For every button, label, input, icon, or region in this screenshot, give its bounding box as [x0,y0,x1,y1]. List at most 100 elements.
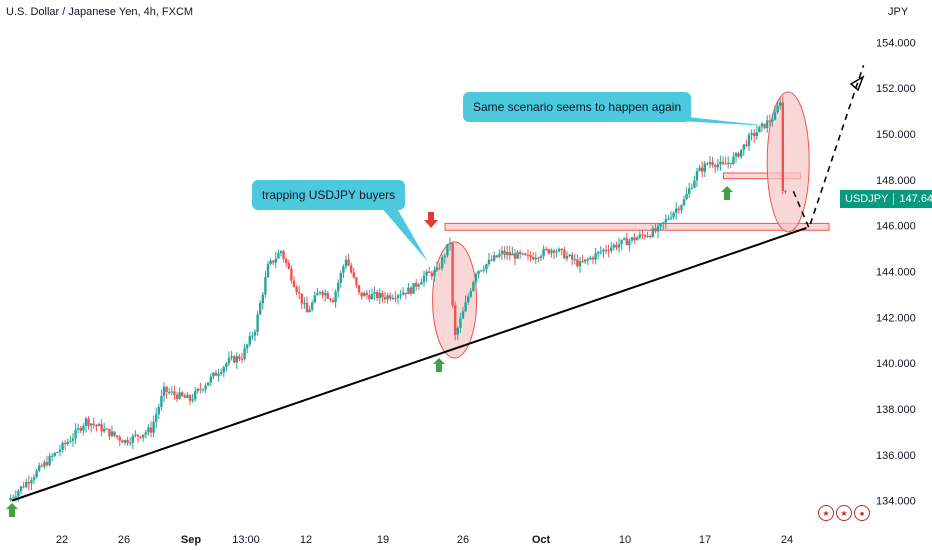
candle-body [22,486,25,488]
candle-body [66,441,69,445]
y-tick-label: 142.000 [876,312,916,324]
candle-body [170,391,173,393]
candle-body [300,293,303,304]
candle-body [737,153,740,157]
candle-body [456,327,459,335]
callout-trapping-buyers: trapping USDJPY buyers [252,180,406,210]
candle-body [311,302,314,310]
economic-events[interactable]: ★ ★ ● [818,505,870,521]
candle-body [724,163,727,165]
y-tick-label: 136.000 [876,450,916,462]
projection-path [792,65,865,231]
highlight-ellipse-1 [432,241,478,359]
x-tick-label: 17 [699,534,711,546]
candle-body [675,208,678,213]
candle-body [620,239,623,245]
candle-body [105,428,108,430]
candle-body [253,331,257,336]
x-tick-label: 26 [457,534,469,546]
candle-body [454,305,457,335]
candle-body [116,435,119,438]
candle-body [729,162,732,165]
us-flag-icon[interactable]: ★ [818,505,834,521]
candle-body [82,425,85,431]
candle-body [329,298,332,301]
candle-body [636,237,639,241]
candle-body [654,228,657,232]
candle-body [274,258,277,263]
candle-body [565,255,569,259]
candle-body [61,442,64,450]
candle-body [612,244,615,248]
currency-unit: JPY [888,6,909,18]
candle-body [48,456,51,466]
candle-body [100,424,103,432]
candle-body [144,432,147,435]
candle-body [633,237,636,241]
candle-body [290,268,293,281]
candle-body [175,394,179,399]
candle-body [779,102,782,106]
candle-body [147,427,150,433]
candle-body [298,292,301,294]
candle-body [344,259,348,267]
candle-body [399,294,402,296]
candle-body [204,385,207,390]
candle-body [643,235,647,237]
candle-body [35,470,38,478]
us-flag-icon[interactable]: ★ [836,505,852,521]
candle-body [461,311,465,319]
candle-body [77,428,80,430]
up-arrow-icon [721,186,733,200]
candle-body [285,258,288,264]
candle-body [45,462,49,466]
candle-body [394,297,397,299]
candle-body [568,254,571,256]
jp-flag-icon[interactable]: ● [854,505,870,521]
candle-body [734,153,738,157]
candle-body [438,267,441,269]
x-tick-label: 26 [118,534,130,546]
candle-body [469,290,472,297]
symbol-label: USDJPY [845,193,889,205]
up-arrow-icon [6,503,18,517]
candle-body [95,424,98,427]
candle-body [337,282,340,292]
candle-body [264,277,267,295]
candle-body [347,259,350,266]
candle-body [706,163,709,165]
y-tick-label: 144.000 [876,267,916,279]
candle-body [498,253,501,257]
candle-body [248,336,251,345]
candle-body [259,303,262,315]
candle-body [103,428,106,432]
candle-body [646,235,649,237]
x-tick-label: Sep [181,534,201,546]
callout-pointer-1 [380,205,428,262]
candle-body [191,399,194,401]
x-tick-label: 24 [781,534,793,546]
candle-body [142,434,145,438]
candle-body [56,451,59,453]
candle-body [604,249,608,251]
candle-body [680,205,683,210]
candle-body [516,252,519,259]
candle-body [173,391,176,395]
down-arrow-icon [424,212,438,228]
candle-body [607,250,610,252]
candle-body [108,428,111,437]
y-tick-label: 138.000 [876,404,916,416]
candle-body [38,465,41,471]
candle-body [571,254,574,260]
candle-body [129,442,132,444]
candle-body [695,171,699,181]
candle-body [745,144,748,146]
candle-body [662,222,665,224]
candle-body [576,259,579,267]
candle-body [79,428,82,431]
candle-body [701,167,704,172]
candle-body [448,243,452,245]
candle-body [703,163,706,172]
candle-body [508,252,511,256]
